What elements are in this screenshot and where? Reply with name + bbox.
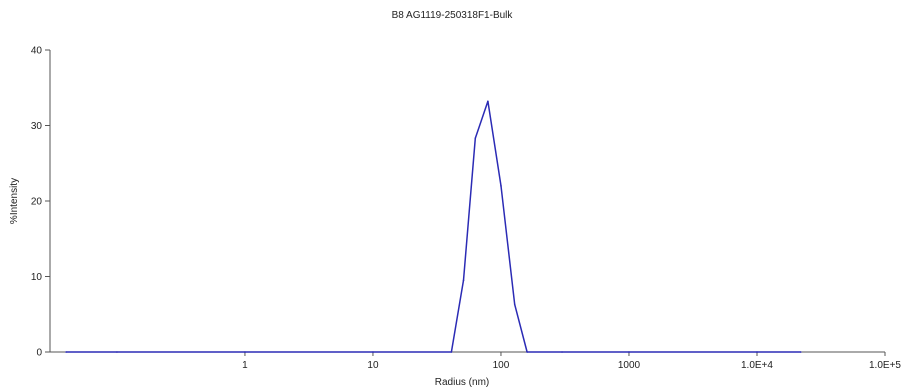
x-axis-title: Radius (nm) — [435, 377, 489, 388]
data-point — [513, 303, 516, 306]
data-point — [561, 351, 563, 353]
data-point — [474, 137, 477, 140]
data-point — [487, 100, 489, 103]
data-point — [450, 351, 453, 353]
x-tick-label: 1 — [242, 360, 248, 371]
data-point — [756, 351, 758, 353]
x-tick-label: 10 — [367, 360, 379, 371]
y-tick-label: 30 — [31, 121, 43, 132]
data-point — [244, 351, 246, 353]
y-tick-label: 0 — [36, 348, 42, 359]
x-tick-label: 100 — [493, 360, 510, 371]
series-line — [66, 100, 801, 353]
y-tick-label: 20 — [31, 197, 43, 208]
data-point — [116, 351, 118, 353]
data-point — [462, 279, 465, 282]
y-axis-title: %Intensity — [9, 178, 20, 224]
chart-title: B8 AG1119-250318F1-Bulk — [392, 10, 514, 21]
data-point — [628, 351, 630, 353]
y-tick-label: 10 — [31, 272, 43, 283]
y-tick-label: 40 — [31, 46, 43, 57]
x-tick-label: 1.0E+4 — [741, 360, 773, 371]
x-tick-label: 1000 — [618, 360, 641, 371]
series-points — [65, 100, 802, 353]
x-axis-ticks: 1 10 100 1000 1.0E+4 1.0E+5 — [242, 352, 901, 371]
x-tick-label: 1.0E+5 — [869, 360, 901, 371]
data-point — [800, 351, 802, 353]
data-point — [65, 351, 67, 353]
data-point — [372, 351, 374, 353]
y-axis-ticks: 0 10 20 30 40 — [31, 46, 50, 359]
data-point — [500, 185, 502, 187]
data-point — [526, 351, 528, 353]
